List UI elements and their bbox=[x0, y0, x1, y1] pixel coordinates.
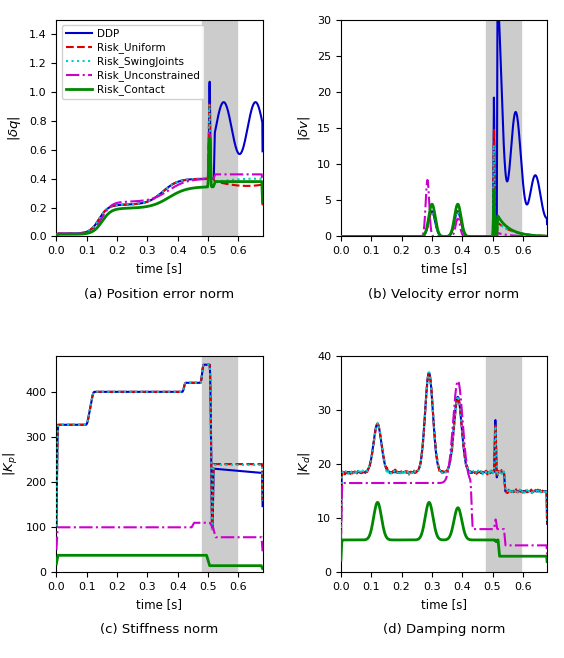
X-axis label: time [s]: time [s] bbox=[136, 262, 183, 275]
X-axis label: time [s]: time [s] bbox=[421, 262, 467, 275]
Legend: DDP, Risk_Uniform, Risk_SwingJoints, Risk_Unconstrained, Risk_Contact: DDP, Risk_Uniform, Risk_SwingJoints, Ris… bbox=[61, 25, 204, 99]
X-axis label: time [s]: time [s] bbox=[136, 597, 183, 611]
Bar bbox=[202, 356, 237, 572]
Bar bbox=[486, 356, 521, 572]
Y-axis label: $|K_p|$: $|K_p|$ bbox=[2, 452, 20, 476]
Bar bbox=[486, 20, 521, 236]
Title: (c) Stiffness norm: (c) Stiffness norm bbox=[100, 624, 219, 636]
Y-axis label: $|K_d|$: $|K_d|$ bbox=[296, 452, 311, 476]
Title: (b) Velocity error norm: (b) Velocity error norm bbox=[368, 288, 519, 301]
X-axis label: time [s]: time [s] bbox=[421, 597, 467, 611]
Y-axis label: $|\delta q|$: $|\delta q|$ bbox=[6, 115, 23, 141]
Y-axis label: $|\delta v|$: $|\delta v|$ bbox=[296, 116, 311, 141]
Title: (a) Position error norm: (a) Position error norm bbox=[85, 288, 235, 301]
Bar bbox=[202, 20, 237, 236]
Title: (d) Damping norm: (d) Damping norm bbox=[383, 624, 505, 636]
